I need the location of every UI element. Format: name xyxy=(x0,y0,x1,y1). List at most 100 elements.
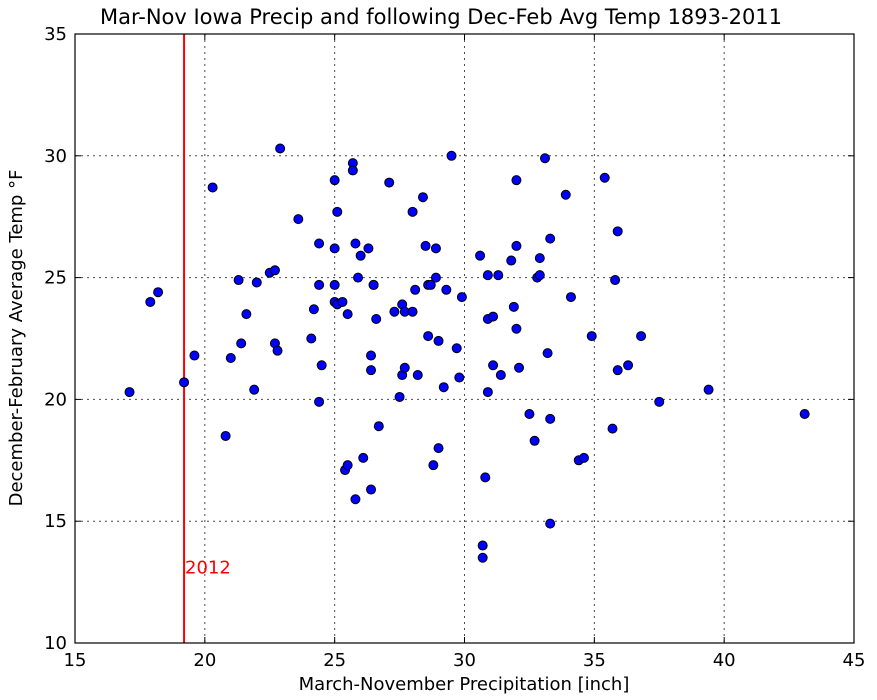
data-point xyxy=(350,238,361,249)
data-point xyxy=(410,284,421,295)
data-point xyxy=(560,189,571,200)
data-point xyxy=(366,365,377,376)
data-point xyxy=(124,387,135,398)
data-point xyxy=(417,192,428,203)
data-point xyxy=(179,377,190,388)
grid-lines xyxy=(74,33,855,644)
data-point xyxy=(456,292,467,303)
data-point xyxy=(316,360,327,371)
y-tick-label: 10 xyxy=(44,633,67,654)
data-point xyxy=(423,331,434,342)
data-point xyxy=(425,279,436,290)
y-tick-label: 25 xyxy=(44,268,67,289)
data-point xyxy=(412,370,423,381)
data-point xyxy=(430,272,441,283)
data-point xyxy=(433,335,444,346)
data-point xyxy=(545,233,556,244)
data-point xyxy=(438,382,449,393)
data-point xyxy=(371,314,382,325)
data-point xyxy=(623,360,634,371)
data-point xyxy=(368,279,379,290)
data-point xyxy=(428,460,439,471)
data-point xyxy=(703,384,714,395)
data-point xyxy=(654,396,665,407)
data-point xyxy=(529,435,540,446)
data-point xyxy=(189,350,200,361)
data-point xyxy=(407,306,418,317)
data-point xyxy=(612,365,623,376)
data-point xyxy=(578,452,589,463)
data-point xyxy=(207,182,218,193)
data-point xyxy=(565,292,576,303)
data-point xyxy=(514,362,525,373)
y-tick-label: 20 xyxy=(44,389,67,410)
data-point xyxy=(241,309,252,320)
data-point xyxy=(225,352,236,363)
data-point xyxy=(610,275,621,286)
data-point xyxy=(539,153,550,164)
data-point xyxy=(495,370,506,381)
data-point xyxy=(389,306,400,317)
data-point xyxy=(607,423,618,434)
data-point xyxy=(482,270,493,281)
data-point xyxy=(451,343,462,354)
data-point xyxy=(511,323,522,334)
y-tick-label: 15 xyxy=(44,511,67,532)
data-point xyxy=(332,206,343,217)
data-point xyxy=(363,243,374,254)
data-point xyxy=(342,309,353,320)
data-point xyxy=(314,396,325,407)
plot-frame xyxy=(74,33,855,644)
data-point xyxy=(612,226,623,237)
data-point xyxy=(314,238,325,249)
x-tick-label: 15 xyxy=(64,650,87,671)
data-point xyxy=(384,177,395,188)
x-tick-label: 20 xyxy=(193,650,216,671)
reference-line-group: 2012 xyxy=(183,34,231,643)
y-tick-label: 30 xyxy=(44,146,67,167)
y-tick-labels: 10 15 20 25 30 35 xyxy=(44,24,67,654)
data-point xyxy=(314,279,325,290)
data-point xyxy=(508,301,519,312)
x-tick-labels: 15 20 25 30 35 40 45 xyxy=(64,650,866,671)
data-point xyxy=(306,333,317,344)
chart-title: Mar-Nov Iowa Precip and following Dec-Fe… xyxy=(100,5,782,29)
data-point xyxy=(236,338,247,349)
data-point xyxy=(220,430,231,441)
x-tick-label: 35 xyxy=(583,650,606,671)
data-point xyxy=(542,348,553,359)
reference-line-label: 2012 xyxy=(185,557,231,578)
y-tick-label: 35 xyxy=(44,24,67,45)
data-point xyxy=(373,421,384,432)
data-point xyxy=(511,240,522,251)
data-point xyxy=(506,255,517,266)
data-point xyxy=(350,494,361,505)
data-point xyxy=(799,409,810,420)
data-point xyxy=(366,350,377,361)
data-point xyxy=(420,240,431,251)
data-point xyxy=(454,372,465,383)
data-point xyxy=(482,387,493,398)
data-point xyxy=(545,413,556,424)
data-point xyxy=(493,270,504,281)
data-point xyxy=(534,270,545,281)
data-point xyxy=(145,296,156,307)
data-point xyxy=(394,391,405,402)
data-point xyxy=(586,331,597,342)
data-point xyxy=(353,272,364,283)
data-points xyxy=(124,143,810,563)
x-axis-label: March-November Precipitation [inch] xyxy=(299,674,630,695)
data-point xyxy=(342,460,353,471)
data-point xyxy=(488,360,499,371)
data-point xyxy=(329,279,340,290)
x-tick-label: 40 xyxy=(713,650,736,671)
data-point xyxy=(511,175,522,186)
x-tick-label: 30 xyxy=(453,650,476,671)
data-point xyxy=(599,172,610,183)
data-point xyxy=(488,311,499,322)
data-point xyxy=(407,206,418,217)
data-point xyxy=(534,253,545,264)
data-point xyxy=(475,250,486,261)
data-point xyxy=(275,143,286,154)
